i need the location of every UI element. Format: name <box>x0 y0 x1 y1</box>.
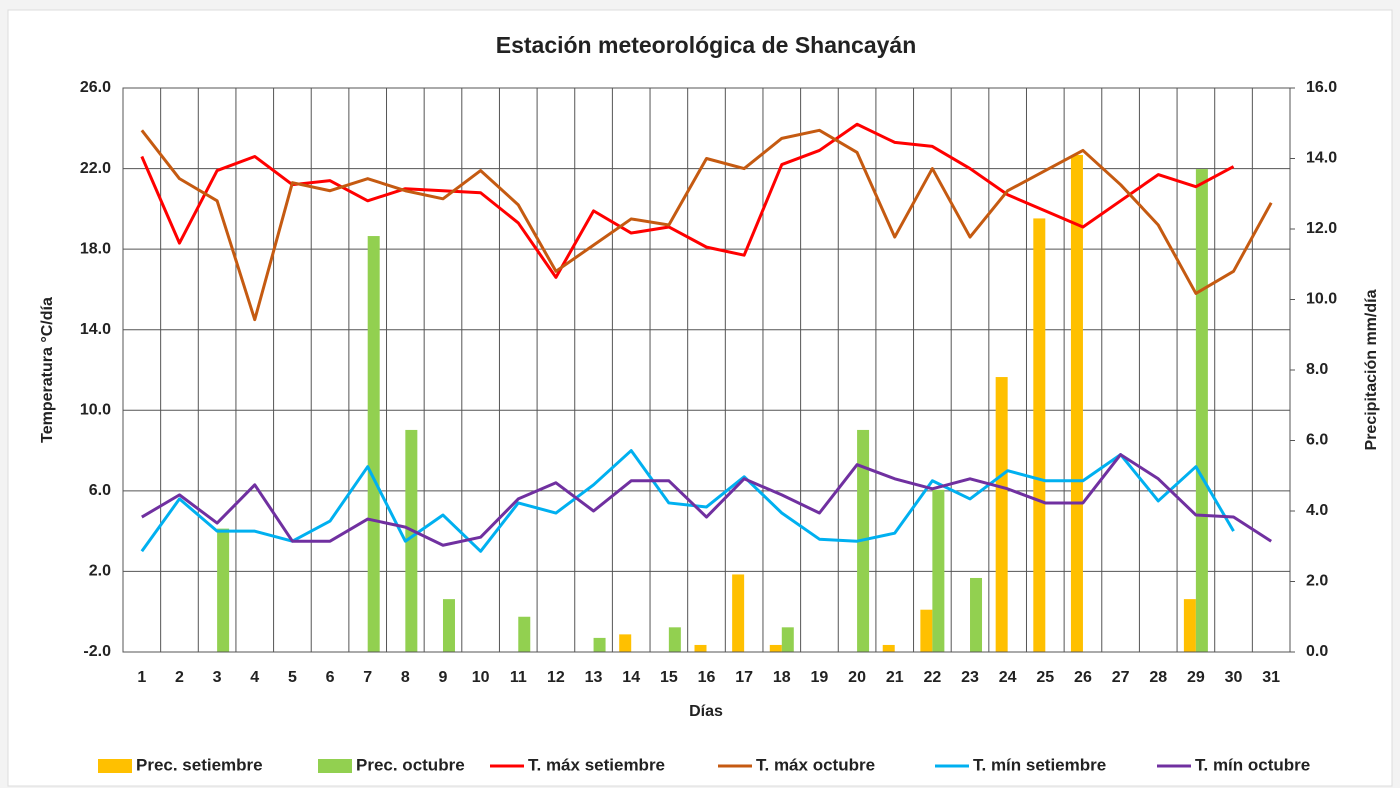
x-tick-label: 7 <box>363 669 372 686</box>
x-tick-label: 20 <box>848 669 866 686</box>
x-tick-label: 4 <box>250 669 259 686</box>
legend-label: Prec. setiembre <box>136 755 263 774</box>
y-tick-label: 10.0 <box>80 402 111 419</box>
x-tick-label: 31 <box>1262 669 1280 686</box>
y2-tick-label: 4.0 <box>1306 502 1328 519</box>
y2-tick-label: 10.0 <box>1306 291 1337 308</box>
y-tick-label: 6.0 <box>89 482 111 499</box>
x-tick-label: 10 <box>472 669 490 686</box>
x-tick-label: 25 <box>1036 669 1054 686</box>
x-tick-label: 28 <box>1149 669 1167 686</box>
legend-swatch <box>98 759 132 773</box>
legend-label: T. máx octubre <box>756 755 875 774</box>
bar <box>769 644 782 652</box>
x-tick-label: 6 <box>326 669 335 686</box>
x-tick-label: 24 <box>999 669 1017 686</box>
x-tick-label: 17 <box>735 669 753 686</box>
line <box>140 122 1235 279</box>
y2-tick-label: 12.0 <box>1306 220 1337 237</box>
bar <box>882 644 895 652</box>
legend-label: T. máx setiembre <box>528 755 665 774</box>
y2-tick-label: 8.0 <box>1306 361 1328 378</box>
x-tick-label: 27 <box>1112 669 1130 686</box>
legend-label: T. mín setiembre <box>973 755 1106 774</box>
y-tick-label: 2.0 <box>89 563 111 580</box>
chart-title: Estación meteorológica de Shancayán <box>496 32 917 58</box>
x-tick-label: 30 <box>1225 669 1243 686</box>
y-tick-label: 18.0 <box>80 240 111 257</box>
x-tick-label: 1 <box>137 669 146 686</box>
y2-tick-label: 0.0 <box>1306 643 1328 660</box>
x-tick-label: 11 <box>510 669 527 686</box>
x-tick-label: 8 <box>401 669 410 686</box>
bar <box>732 574 745 652</box>
y2-axis-label: Precipitación mm/día <box>1363 289 1380 450</box>
x-tick-label: 5 <box>288 669 297 686</box>
x-tick-label: 14 <box>622 669 640 686</box>
x-tick-label: 12 <box>547 669 565 686</box>
bar <box>932 489 945 652</box>
x-tick-label: 3 <box>213 669 222 686</box>
x-tick-label: 15 <box>660 669 678 686</box>
y-tick-label: 22.0 <box>80 160 111 177</box>
chart-card <box>7 9 1393 787</box>
line <box>140 449 1235 553</box>
bar <box>619 634 632 652</box>
legend-label: Prec. octubre <box>356 755 465 774</box>
x-tick-label: 22 <box>923 669 941 686</box>
y2-tick-label: 16.0 <box>1306 79 1337 96</box>
x-tick-label: 21 <box>886 669 904 686</box>
bar <box>668 627 681 652</box>
y2-tick-label: 14.0 <box>1306 150 1337 167</box>
x-tick-label: 23 <box>961 669 979 686</box>
bar <box>405 429 418 652</box>
y2-tick-label: 6.0 <box>1306 432 1328 449</box>
bar <box>970 577 983 652</box>
line <box>141 453 1272 547</box>
bar <box>1070 154 1083 652</box>
y-tick-label: -2.0 <box>83 643 111 660</box>
x-tick-label: 26 <box>1074 669 1092 686</box>
x-tick-label: 16 <box>698 669 716 686</box>
x-tick-label: 18 <box>773 669 791 686</box>
x-tick-label: 9 <box>439 669 448 686</box>
y-tick-label: 26.0 <box>80 79 111 96</box>
y-tick-label: 14.0 <box>80 321 111 338</box>
x-axis-label: Días <box>689 703 723 720</box>
bar <box>694 644 707 652</box>
x-tick-label: 13 <box>585 669 603 686</box>
x-tick-label: 29 <box>1187 669 1205 686</box>
bar <box>1183 599 1196 652</box>
x-tick-label: 2 <box>175 669 184 686</box>
y2-tick-label: 2.0 <box>1306 573 1328 590</box>
bar <box>593 637 606 652</box>
bar <box>920 609 933 652</box>
legend-swatch <box>318 759 352 773</box>
bar <box>367 236 380 653</box>
bar <box>995 377 1008 652</box>
bar <box>217 528 230 652</box>
bar <box>781 627 794 652</box>
bar <box>1033 218 1046 653</box>
bar <box>518 616 531 652</box>
plot-border <box>122 87 1291 653</box>
legend-label: T. mín octubre <box>1195 755 1310 774</box>
line <box>140 128 1273 322</box>
bar <box>1195 169 1208 652</box>
bar <box>442 599 455 652</box>
x-tick-label: 19 <box>811 669 829 686</box>
y-axis-label: Temperatura °C/día <box>39 297 56 443</box>
